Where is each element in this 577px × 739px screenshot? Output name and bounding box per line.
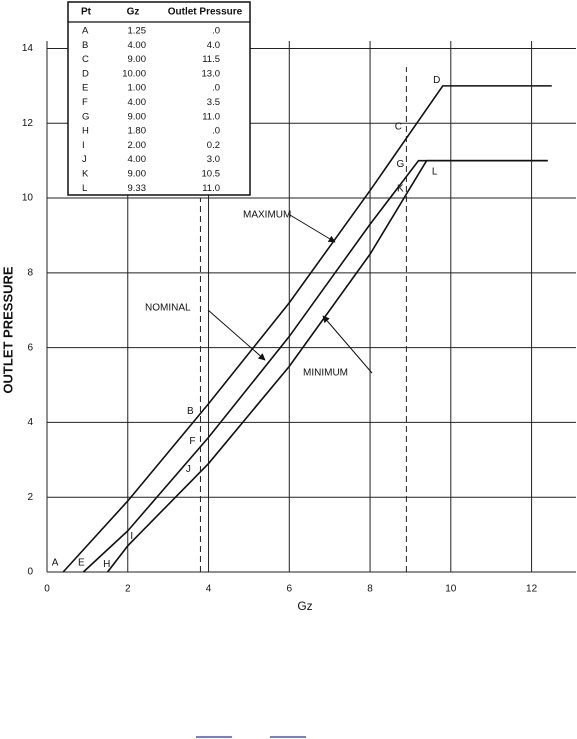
x-tick-label: 12 bbox=[526, 584, 538, 595]
point-label: E bbox=[78, 557, 85, 568]
table-cell: G bbox=[82, 111, 89, 122]
table-cell: K bbox=[82, 169, 89, 180]
table-box bbox=[67, 1, 251, 196]
table-cell: 11.0 bbox=[202, 111, 220, 122]
table-cell: B bbox=[82, 40, 88, 51]
annotation-arrow bbox=[289, 214, 336, 243]
y-tick-label: 12 bbox=[22, 118, 34, 129]
table-cell: 2.00 bbox=[128, 140, 147, 151]
table-cell: 13.0 bbox=[202, 68, 221, 79]
table-cell: H bbox=[82, 126, 89, 137]
table-cell: 4.00 bbox=[128, 97, 147, 108]
series-line bbox=[82, 159, 548, 573]
point-label: J bbox=[186, 464, 191, 475]
series-label: NOMINAL bbox=[145, 303, 191, 314]
y-tick-label: 10 bbox=[22, 193, 34, 204]
series-label: MAXIMUM bbox=[243, 210, 291, 221]
table-cell: 10.00 bbox=[122, 68, 146, 79]
table-cell: 1.80 bbox=[128, 126, 147, 137]
point-label: K bbox=[397, 183, 404, 194]
x-tick-label: 8 bbox=[367, 584, 373, 595]
table-cell: 3.5 bbox=[207, 97, 220, 108]
table-header: Pt bbox=[81, 7, 92, 18]
series-line bbox=[62, 85, 552, 573]
y-tick-label: 8 bbox=[27, 267, 33, 278]
point-label: D bbox=[433, 75, 440, 86]
x-tick-label: 0 bbox=[44, 584, 50, 595]
point-label: I bbox=[130, 531, 133, 542]
table-cell: 9.33 bbox=[128, 183, 147, 194]
table-cell: 9.00 bbox=[128, 169, 147, 180]
table-cell: L bbox=[82, 183, 87, 194]
y-tick-label: 6 bbox=[27, 342, 33, 353]
table-cell: .0 bbox=[212, 83, 220, 94]
table-cell: 3.0 bbox=[207, 154, 220, 165]
table-cell: 4.00 bbox=[128, 154, 147, 165]
point-label: H bbox=[103, 559, 110, 570]
table-cell: A bbox=[82, 26, 89, 37]
table-cell: .0 bbox=[212, 126, 220, 137]
table-cell: J bbox=[82, 154, 87, 165]
point-label: B bbox=[187, 406, 194, 417]
y-tick-label: 2 bbox=[27, 492, 33, 503]
point-label: G bbox=[396, 159, 404, 170]
y-tick-label: 0 bbox=[27, 567, 33, 578]
point-label: L bbox=[432, 167, 438, 178]
table-header: Outlet Pressure bbox=[168, 7, 243, 18]
table-cell: 1.25 bbox=[128, 26, 147, 37]
x-tick-label: 2 bbox=[125, 584, 131, 595]
table-cell: D bbox=[82, 68, 89, 79]
table-cell: 4.00 bbox=[128, 40, 147, 51]
table-cell: F bbox=[82, 97, 88, 108]
x-axis-label: Gz bbox=[297, 599, 312, 613]
table-cell: I bbox=[82, 140, 85, 151]
point-label: F bbox=[189, 436, 195, 447]
table-cell: C bbox=[82, 54, 89, 65]
series-line bbox=[106, 159, 548, 573]
point-label: C bbox=[395, 122, 402, 133]
table-cell: 0.2 bbox=[207, 140, 220, 151]
x-tick-label: 4 bbox=[206, 584, 212, 595]
y-tick-label: 4 bbox=[27, 417, 33, 428]
y-axis-label: OUTLET PRESSURE bbox=[0, 266, 15, 393]
table-cell: 9.00 bbox=[128, 54, 147, 65]
table-cell: E bbox=[82, 83, 88, 94]
table-cell: 9.00 bbox=[128, 111, 147, 122]
table-cell: 11.5 bbox=[202, 54, 220, 65]
point-label: A bbox=[52, 557, 59, 568]
table-cell: 10.5 bbox=[202, 169, 221, 180]
annotation-arrow bbox=[207, 309, 266, 361]
table-cell: .0 bbox=[212, 26, 220, 37]
series-label: MINIMUM bbox=[303, 368, 348, 379]
x-tick-label: 6 bbox=[287, 584, 293, 595]
table-cell: 1.00 bbox=[128, 83, 147, 94]
y-tick-label: 14 bbox=[22, 43, 34, 54]
table-cell: 4.0 bbox=[207, 40, 220, 51]
table-cell: 11.0 bbox=[202, 183, 220, 194]
annotation-arrow bbox=[322, 315, 373, 374]
table-header: Gz bbox=[127, 7, 140, 18]
x-tick-label: 10 bbox=[445, 584, 457, 595]
